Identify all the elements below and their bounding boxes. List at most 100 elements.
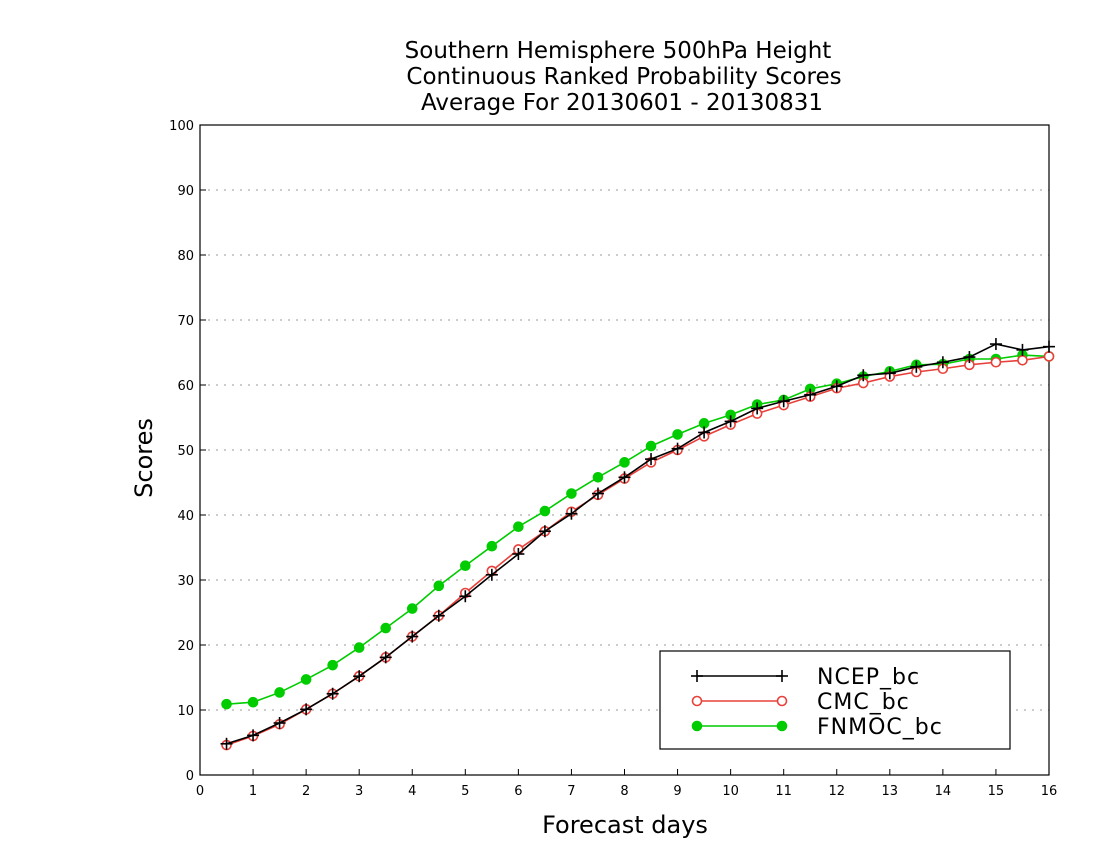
x-tick-label-12: 12 [828, 784, 845, 799]
point-ncep-bc-6 [379, 651, 392, 664]
y-tick-label-60: 60 [177, 379, 194, 394]
point-ncep-bc-16 [645, 453, 658, 466]
point-ncep-bc-21 [777, 395, 790, 408]
x-axis-label: Forecast days [542, 811, 708, 839]
legend-label-cmc-bc: CMC_bc [817, 690, 910, 715]
point-fnmoc-bc-7 [406, 603, 418, 614]
point-fnmoc-bc-10 [486, 540, 498, 552]
x-tick-label-2: 2 [302, 784, 310, 799]
x-tick-label-5: 5 [461, 784, 469, 799]
x-tick-label-16: 16 [1041, 784, 1058, 799]
legend-marker-right-ncep-bc [776, 670, 788, 682]
y-tick-label-40: 40 [177, 509, 194, 524]
point-ncep-bc-1 [247, 729, 260, 742]
point-fnmoc-bc-15 [619, 457, 630, 468]
point-ncep-bc-4 [326, 687, 339, 700]
point-ncep-bc-3 [300, 703, 313, 716]
point-ncep-bc-14 [591, 487, 604, 500]
point-fnmoc-bc-14 [592, 472, 604, 483]
chart-title: Southern Hemisphere 500hPa Height Contin… [405, 38, 842, 116]
y-tick-label-90: 90 [177, 184, 194, 199]
y-tick-label-20: 20 [177, 639, 194, 654]
point-ncep-bc-29 [989, 338, 1002, 351]
y-tick-label-0: 0 [186, 769, 194, 784]
point-ncep-bc-22 [804, 388, 817, 401]
series-layer [220, 338, 1055, 751]
point-ncep-bc-5 [353, 670, 366, 683]
point-ncep-bc-26 [910, 360, 923, 373]
point-ncep-bc-2 [273, 717, 286, 729]
point-fnmoc-bc-8 [433, 580, 445, 592]
x-tick-label-6: 6 [514, 784, 522, 799]
point-cmc-bc-30 [1017, 354, 1028, 366]
point-cmc-bc-31 [1043, 351, 1055, 362]
point-fnmoc-bc-5 [353, 642, 365, 653]
x-tick-label-11: 11 [775, 784, 792, 799]
series-ncep-bc [220, 338, 1055, 750]
y-tick-label-100: 100 [169, 119, 194, 134]
point-ncep-bc-30 [1016, 343, 1029, 356]
x-tick-label-14: 14 [935, 784, 952, 799]
x-tick-label-9: 9 [673, 784, 681, 799]
x-tick-label-4: 4 [408, 784, 416, 799]
x-tick-label-8: 8 [620, 784, 628, 799]
point-fnmoc-bc-16 [645, 440, 657, 452]
point-fnmoc-bc-12 [539, 505, 551, 517]
legend-label-ncep-bc: NCEP_bc [817, 665, 920, 690]
title-line-1: Southern Hemisphere 500hPa Height [405, 38, 832, 64]
point-ncep-bc-18 [698, 426, 711, 439]
legend-marker-left-fnmoc-bc [691, 720, 703, 732]
x-tick-label-13: 13 [882, 784, 899, 799]
x-tick-label-10: 10 [722, 784, 739, 799]
point-ncep-bc-7 [406, 630, 419, 643]
legend-box [659, 650, 1011, 750]
legend-marker-left-cmc-bc [691, 695, 703, 707]
point-fnmoc-bc-3 [300, 674, 312, 685]
y-tick-label-10: 10 [177, 704, 194, 719]
series-line-ncep-bc [226, 343, 1050, 745]
legend-marker-right-cmc-bc [776, 695, 788, 707]
point-fnmoc-bc-9 [460, 560, 471, 572]
point-fnmoc-bc-0 [221, 698, 232, 710]
point-ncep-bc-24 [857, 369, 870, 382]
point-ncep-bc-10 [485, 568, 498, 581]
x-tick-label-0: 0 [196, 784, 204, 799]
point-fnmoc-bc-17 [672, 429, 683, 440]
legend-marker-right-fnmoc-bc [776, 720, 788, 732]
point-cmc-bc-29 [990, 356, 1002, 368]
x-tick-label-3: 3 [355, 784, 363, 799]
point-fnmoc-bc-2 [274, 687, 285, 698]
legend-item-cmc-bc: CMC_bc [691, 690, 910, 715]
point-ncep-bc-28 [963, 351, 976, 364]
point-fnmoc-bc-13 [566, 488, 577, 499]
point-ncep-bc-12 [538, 525, 551, 538]
x-tick-label-7: 7 [567, 784, 575, 799]
point-ncep-bc-23 [830, 380, 843, 393]
y-tick-label-30: 30 [177, 574, 194, 589]
title-line-2: Continuous Ranked Probability Scores [406, 64, 841, 90]
gridlines [200, 189, 1049, 711]
point-ncep-bc-13 [565, 507, 578, 520]
legend-item-fnmoc-bc: FNMOC_bc [691, 715, 942, 740]
point-ncep-bc-0 [220, 737, 233, 750]
point-fnmoc-bc-4 [327, 659, 338, 671]
legend-marker-left-ncep-bc [691, 670, 703, 682]
point-ncep-bc-8 [432, 609, 445, 622]
y-tick-label-50: 50 [177, 444, 194, 459]
point-ncep-bc-31 [1043, 340, 1055, 353]
point-ncep-bc-20 [751, 402, 764, 415]
point-ncep-bc-19 [724, 415, 737, 428]
x-tick-label-15: 15 [988, 784, 1005, 799]
y-tick-label-80: 80 [177, 249, 194, 264]
point-ncep-bc-9 [459, 590, 472, 603]
y-axis-label: Scores [130, 418, 158, 498]
y-tick-label-70: 70 [177, 314, 194, 329]
x-tick-label-1: 1 [249, 784, 257, 799]
point-fnmoc-bc-6 [380, 622, 392, 634]
point-fnmoc-bc-11 [513, 521, 524, 533]
point-fnmoc-bc-1 [247, 696, 259, 708]
title-line-3: Average For 20130601 - 20130831 [421, 90, 823, 116]
